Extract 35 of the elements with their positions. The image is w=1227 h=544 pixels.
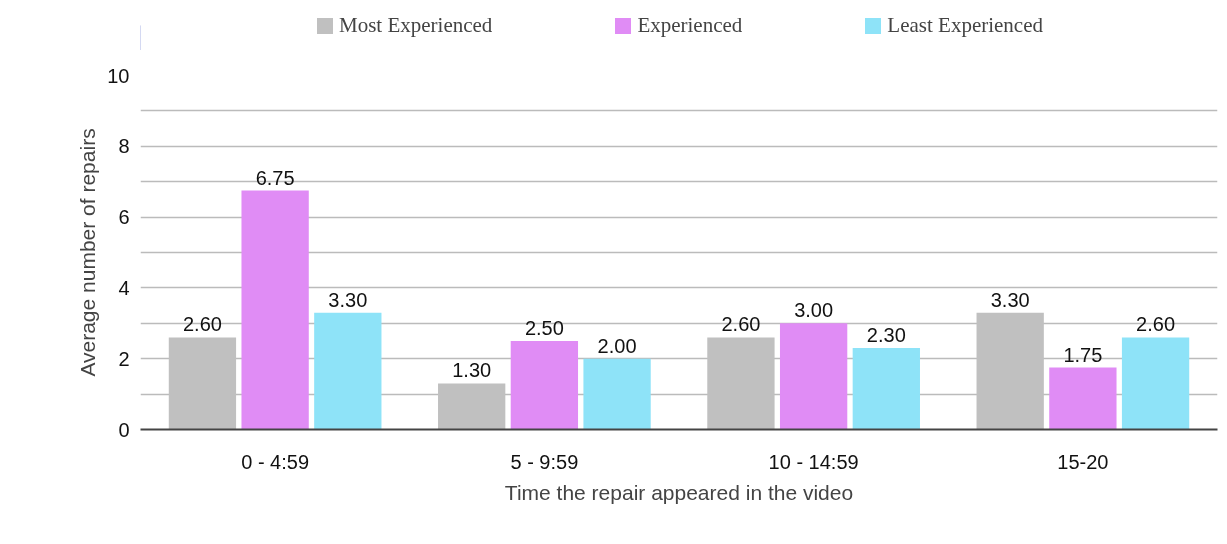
x-tick-label: 15-20 bbox=[1057, 450, 1109, 473]
bar bbox=[1121, 337, 1190, 430]
data-label: 1.75 bbox=[1063, 343, 1103, 366]
legend-label: Least Experienced bbox=[887, 12, 1043, 38]
legend-label: Most Experienced bbox=[339, 12, 493, 38]
y-tick-label: 4 bbox=[118, 276, 130, 299]
x-tick-label: 10 - 14:59 bbox=[768, 450, 859, 473]
data-label: 3.00 bbox=[794, 299, 834, 322]
data-label: 6.75 bbox=[255, 166, 295, 189]
data-label: 1.30 bbox=[452, 359, 492, 382]
bar bbox=[583, 358, 651, 430]
data-label: 2.60 bbox=[182, 313, 222, 336]
bar bbox=[241, 190, 309, 430]
y-axis-title: Average number of repairs bbox=[76, 128, 100, 377]
bar bbox=[1049, 367, 1117, 430]
bar bbox=[314, 312, 382, 430]
data-label: 2.50 bbox=[524, 317, 564, 339]
y-tick-label: 2 bbox=[118, 347, 130, 370]
x-axis-title: Time the repair appeared in the video bbox=[504, 480, 854, 504]
data-label: 3.30 bbox=[990, 288, 1030, 311]
data-label: 3.30 bbox=[328, 288, 368, 311]
data-label: 2.00 bbox=[597, 334, 637, 357]
legend-label: Experienced bbox=[637, 12, 743, 38]
y-tick-label: 10 bbox=[107, 64, 130, 87]
data-label: 2.60 bbox=[721, 313, 761, 336]
y-tick-label: 0 bbox=[118, 418, 130, 441]
x-tick-label: 5 - 9:59 bbox=[510, 450, 579, 473]
bar bbox=[852, 348, 920, 430]
data-label: 2.60 bbox=[1136, 313, 1176, 336]
y-tick-label: 8 bbox=[118, 135, 130, 158]
x-tick-label: 0 - 4:59 bbox=[241, 450, 310, 473]
bar bbox=[510, 341, 579, 430]
y-tick-label: 6 bbox=[118, 206, 130, 229]
bar bbox=[779, 323, 848, 430]
data-label: 2.30 bbox=[866, 324, 906, 347]
